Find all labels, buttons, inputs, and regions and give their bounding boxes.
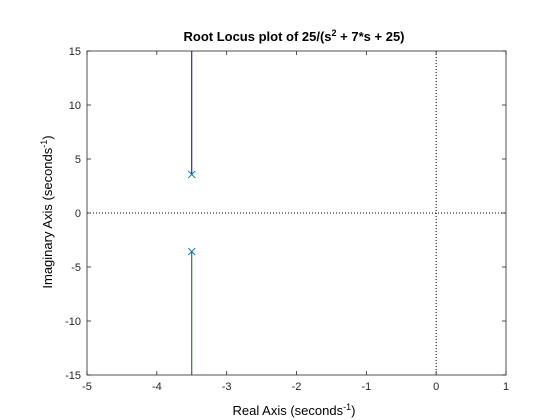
- x-axis-label-rest: ): [351, 403, 355, 418]
- y-tick-label: 5: [75, 154, 81, 166]
- x-axis-label: Real Axis (seconds-1): [233, 402, 356, 418]
- x-tick-label: -5: [82, 381, 92, 393]
- x-tick-label: -1: [361, 381, 371, 393]
- y-axis-label: Imaginary Axis (seconds-1): [39, 135, 55, 288]
- chart-title-superscript: 2: [332, 28, 337, 38]
- y-tick-label: -5: [71, 262, 81, 274]
- y-axis-label-main: Imaginary Axis (seconds: [40, 147, 55, 288]
- y-tick-label: 10: [69, 100, 81, 112]
- chart-title-main: Root Locus plot of 25/(s: [183, 29, 331, 44]
- y-tick-label: -15: [65, 370, 81, 382]
- x-tick-label: 1: [503, 381, 509, 393]
- pole-marker-1: [187, 170, 196, 179]
- y-axis-label-superscript: -1: [39, 140, 49, 148]
- chart-title: Root Locus plot of 25/(s2 + 7*s + 25): [183, 28, 404, 44]
- pole-marker-2: [187, 247, 196, 256]
- chart-title-rest: + 7*s + 25): [337, 29, 405, 44]
- x-axis-label-superscript: -1: [343, 402, 351, 412]
- x-tick-label: -2: [292, 381, 302, 393]
- y-tick-label: 15: [69, 46, 81, 58]
- x-tick-label: -4: [152, 381, 162, 393]
- plot-area: [87, 51, 506, 375]
- x-axis-label-main: Real Axis (seconds: [233, 403, 344, 418]
- y-axis-label-rest: ): [40, 135, 55, 139]
- x-tick-label: -3: [222, 381, 232, 393]
- y-tick-label: -10: [65, 316, 81, 328]
- y-tick-label: 0: [75, 208, 81, 220]
- x-tick-label: 0: [433, 381, 439, 393]
